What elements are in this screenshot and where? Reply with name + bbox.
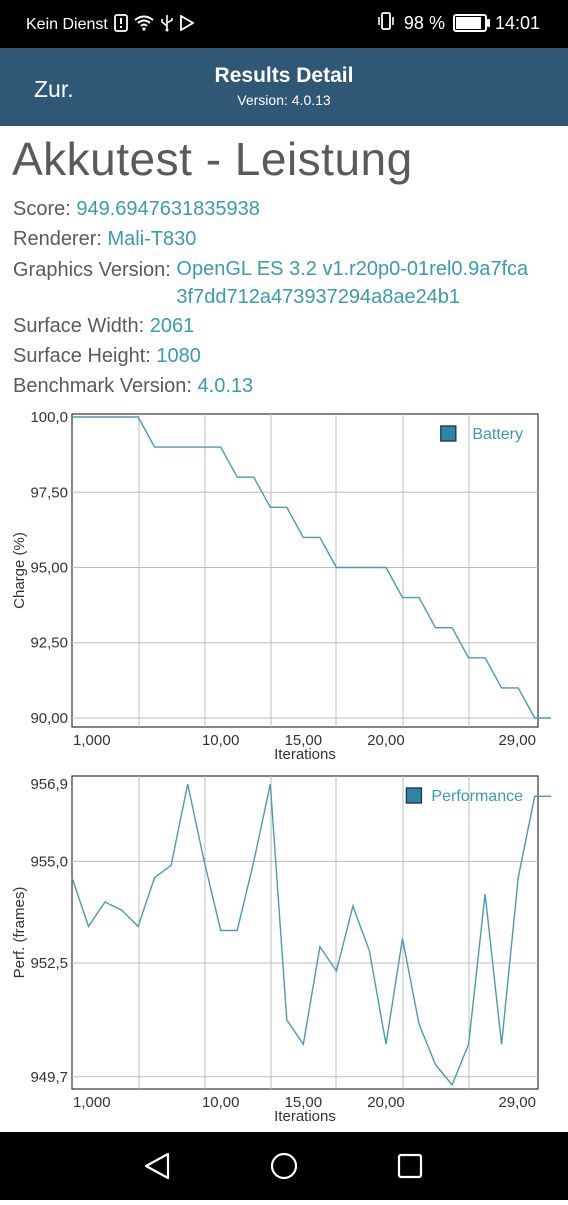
y-axis-label: Charge (%)	[11, 532, 28, 609]
x-axis-label: Iterations	[274, 1108, 336, 1125]
x-axis-label: Iterations	[274, 746, 336, 763]
score-label: Score:	[13, 198, 77, 220]
legend-label: Performance	[431, 788, 523, 805]
graphics-value: OpenGL ES 3.2 v1.r20p0-01rel0.9a7fca3f7d…	[176, 258, 529, 308]
height-value: 1080	[156, 345, 201, 367]
width-value: 2061	[149, 315, 195, 337]
plot-area	[71, 413, 539, 728]
page-title: Results Detail	[214, 64, 354, 87]
performance-chart: 956,9 955,0 952,5 949,7 1,000 10,00 15,00 20,00…	[0, 766, 568, 1128]
wifi-icon	[134, 15, 154, 35]
clock: 14:01	[494, 12, 540, 33]
width-row: Surface Width: 2061	[13, 311, 538, 341]
usb-icon	[160, 14, 174, 36]
vibrate-icon	[376, 12, 396, 34]
score-value: 949.6947631835938	[76, 198, 260, 220]
y-tick-label: 92,50	[30, 635, 68, 652]
status-bar: Kein Dienst 98 % 14:01	[0, 0, 568, 48]
renderer-label: Renderer:	[13, 228, 108, 250]
y-tick-label: 100,0	[30, 409, 68, 426]
renderer-value: Mali-T830	[107, 228, 197, 250]
y-axis-label: Perf. (frames)	[11, 887, 28, 979]
score-row: Score: 949.6947631835938	[13, 194, 538, 224]
x-tick-label: 10,00	[202, 1094, 240, 1111]
home-nav-icon[interactable]	[270, 1152, 298, 1180]
battery-percent: 98 %	[403, 12, 445, 33]
result-info: Score: 949.6947631835938 Renderer: Mali-…	[13, 194, 538, 401]
x-tick-label: 20,00	[367, 1094, 405, 1111]
y-tick-label: 952,5	[30, 955, 68, 972]
carrier-text: Kein Dienst	[26, 16, 108, 33]
play-store-icon	[179, 14, 195, 35]
y-tick-label: 97,50	[30, 484, 68, 501]
x-tick-label: 15,00	[285, 732, 323, 749]
y-tick-label: 955,0	[30, 853, 68, 870]
y-tick-label: 90,00	[30, 710, 68, 727]
battery-chart-svg: 100,0 97,50 95,00 92,50 90,00 1,000 10,00 15,00…	[11, 409, 552, 763]
x-tick-label: 20,00	[367, 732, 405, 749]
x-tick-label: 1,000	[73, 732, 111, 749]
x-tick-label: 10,00	[202, 732, 240, 749]
x-tick-label: 29,00	[498, 1094, 536, 1111]
navigation-bar	[0, 1132, 568, 1200]
x-tick-label: 1,000	[73, 1094, 111, 1111]
version-subtitle: Version: 4.0.13	[237, 92, 331, 108]
app-bar: Zur. Results Detail Version: 4.0.13	[0, 48, 568, 126]
bench-value: 4.0.13	[197, 375, 254, 397]
back-nav-icon[interactable]	[144, 1152, 170, 1180]
test-heading: Akkutest - Leistung	[12, 133, 413, 185]
legend-swatch	[405, 787, 423, 804]
graphics-row: Graphics Version: OpenGL ES 3.2 v1.r20p0…	[13, 255, 538, 311]
renderer-row: Renderer: Mali-T830	[13, 224, 538, 254]
plot-area	[71, 775, 539, 1090]
graphics-label: Graphics Version:	[13, 259, 177, 281]
series-line	[71, 783, 552, 1087]
x-tick-label: 15,00	[285, 1094, 323, 1111]
series-line	[72, 416, 552, 719]
y-tick-label: 95,00	[30, 559, 68, 576]
bench-row: Benchmark Version: 4.0.13	[13, 371, 538, 401]
y-tick-label: 949,7	[30, 1069, 68, 1086]
performance-chart-svg: 956,9 955,0 952,5 949,7 1,000 10,00 15,00 20,00…	[11, 775, 552, 1125]
sim-alert-icon	[113, 14, 128, 36]
width-label: Surface Width:	[13, 315, 150, 337]
height-label: Surface Height:	[13, 345, 157, 367]
y-tick-label: 956,9	[30, 776, 68, 793]
legend-swatch	[440, 425, 457, 442]
x-tick-label: 29,00	[498, 732, 536, 749]
legend-label: Battery	[472, 426, 523, 443]
battery-icon	[452, 14, 490, 32]
back-button[interactable]: Zur.	[34, 76, 74, 102]
battery-chart: 100,0 97,50 95,00 92,50 90,00 1,000 10,00 15,00…	[0, 404, 568, 766]
bench-label: Benchmark Version:	[13, 375, 198, 397]
recents-nav-icon[interactable]	[397, 1153, 423, 1179]
height-row: Surface Height: 1080	[13, 341, 538, 371]
